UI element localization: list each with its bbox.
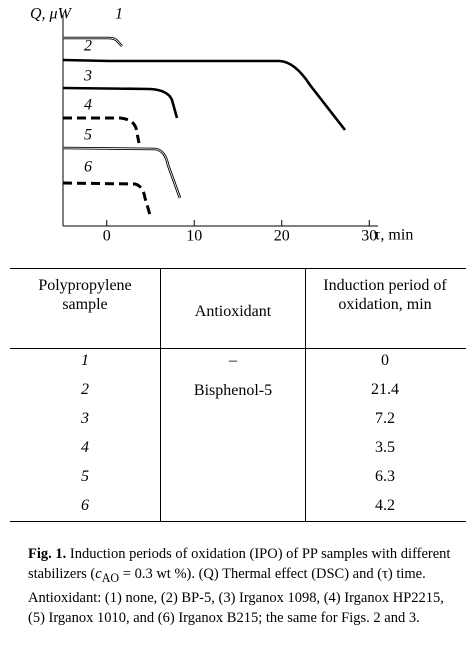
x-axis-label: τ, min bbox=[374, 227, 413, 244]
caption-symbol: c bbox=[95, 566, 102, 582]
table-header: Antioxidant bbox=[194, 303, 272, 320]
caption-label: Fig. 1. bbox=[28, 546, 67, 562]
table-header: Polypropylene sample bbox=[38, 277, 132, 313]
caption-subscript: AO bbox=[101, 570, 120, 585]
caption: Fig. 1. Induction periods of oxidation (… bbox=[28, 544, 453, 628]
curve-label: 4 bbox=[84, 97, 92, 114]
table-rule bbox=[305, 268, 306, 521]
table-cell: 3 bbox=[81, 410, 89, 427]
table-rule bbox=[10, 268, 466, 269]
table-cell: 1 bbox=[81, 352, 89, 369]
table-rule bbox=[160, 268, 161, 521]
table-rule bbox=[10, 521, 466, 522]
y-axis-label: Q, μW bbox=[30, 6, 73, 23]
table-cell: 21.4 bbox=[371, 381, 399, 398]
table-cell: – bbox=[229, 352, 237, 369]
table-cell: 6.3 bbox=[375, 468, 395, 485]
x-tick-label: 30 bbox=[361, 228, 377, 245]
table-cell: 5 bbox=[81, 468, 89, 485]
table-cell: 4 bbox=[81, 439, 89, 456]
table-cell: 3.5 bbox=[375, 439, 395, 456]
curve bbox=[63, 36, 123, 47]
table-rule bbox=[10, 348, 466, 349]
curve-label: 5 bbox=[84, 127, 92, 144]
table-cell: 6 bbox=[81, 497, 89, 514]
curve-label: 6 bbox=[84, 159, 92, 176]
curve-label: 3 bbox=[83, 68, 92, 85]
curve bbox=[63, 116, 141, 144]
curve bbox=[62, 58, 347, 131]
x-tick-label: 0 bbox=[103, 228, 111, 245]
caption-text: Induction periods of oxidation (IPO) of … bbox=[28, 546, 451, 582]
curve bbox=[62, 181, 152, 216]
table-cell: Bisphenol-5 bbox=[193, 382, 273, 399]
table-cell: 0 bbox=[381, 352, 389, 369]
table-cell: 7.2 bbox=[375, 410, 395, 427]
caption-text: = 0.3 wt %). (Q) Thermal effect (DSC) an… bbox=[28, 566, 444, 626]
x-tick-label: 10 bbox=[186, 228, 202, 245]
table-header: Induction period of oxidation, min bbox=[323, 277, 447, 313]
curve-inner bbox=[62, 147, 181, 199]
curve bbox=[62, 146, 182, 199]
table-cell: 2 bbox=[81, 381, 89, 398]
x-tick-label: 20 bbox=[274, 228, 290, 245]
curve-inner bbox=[63, 37, 123, 47]
curve bbox=[62, 86, 179, 119]
curve-label: 1 bbox=[115, 6, 123, 23]
table-cell: 4.2 bbox=[375, 497, 395, 514]
chart: Q, μW τ, min 0 10 20 30 1 2 3 4 5 6 bbox=[30, 6, 413, 245]
curve-label: 2 bbox=[84, 38, 92, 55]
